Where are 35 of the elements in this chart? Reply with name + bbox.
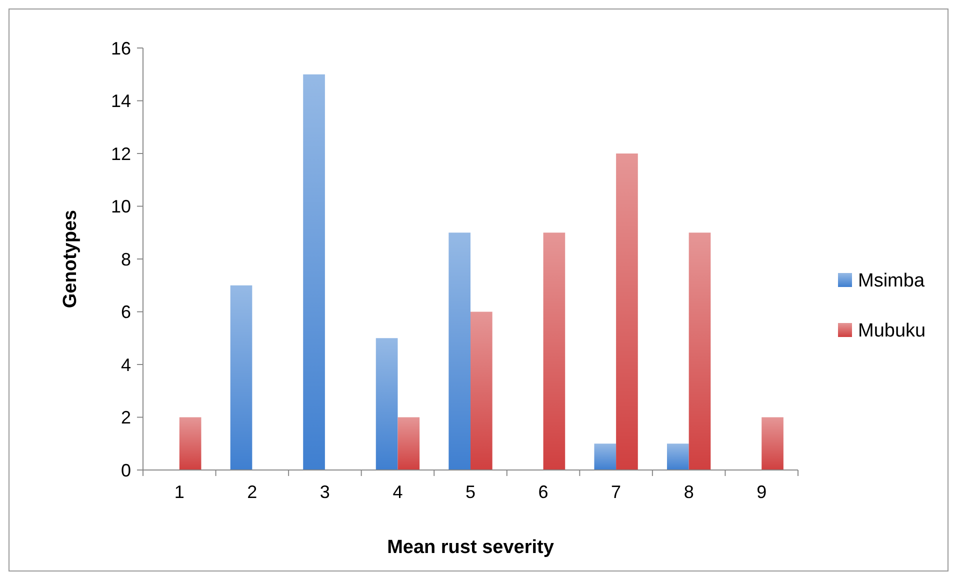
x-tick-label: 6 [538, 482, 548, 502]
y-tick-label: 16 [110, 38, 131, 58]
x-tick-label: 5 [465, 482, 476, 502]
x-axis-title: Mean rust severity [387, 537, 554, 558]
bar [543, 232, 566, 470]
y-axis-title: Genotypes [60, 210, 81, 308]
bar [688, 232, 711, 470]
y-tick-label: 12 [110, 144, 131, 164]
x-tick-label: 4 [392, 482, 403, 502]
bar [398, 417, 420, 470]
x-tick-label: 9 [756, 482, 767, 502]
x-tick-label: 8 [684, 482, 694, 502]
y-tick-label: 10 [110, 196, 131, 217]
bar [448, 232, 470, 470]
y-tick-label: 2 [120, 408, 131, 428]
bar [616, 154, 638, 470]
bar [470, 312, 492, 470]
y-tick-label: 6 [120, 302, 131, 322]
bar [303, 74, 325, 470]
bar [762, 417, 784, 470]
y-tick-label: 4 [120, 354, 131, 375]
bar [179, 417, 202, 470]
bar [667, 444, 689, 470]
bar [594, 444, 616, 470]
bar [376, 338, 398, 470]
y-tick-label: 0 [120, 460, 131, 480]
y-tick-label: 14 [110, 91, 131, 112]
legend-label: Msimba [858, 270, 925, 292]
x-tick-label: 3 [320, 482, 330, 502]
y-tick-label: 8 [120, 249, 131, 270]
x-tick-label: 1 [174, 482, 184, 502]
x-tick-label: 2 [247, 482, 258, 502]
x-tick-label: 7 [611, 482, 622, 502]
bar [230, 285, 252, 470]
legend-label: Mubuku [858, 320, 926, 342]
